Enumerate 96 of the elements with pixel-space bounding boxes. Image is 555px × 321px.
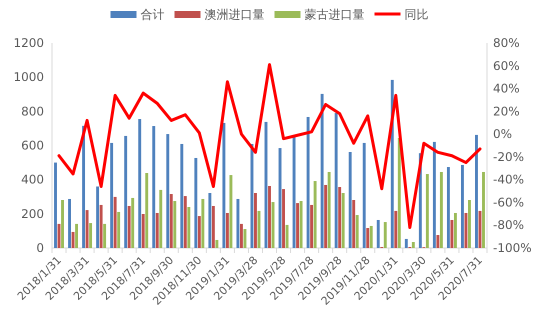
bar	[454, 212, 457, 248]
bar	[310, 204, 314, 248]
y2-tick-label: 20%	[493, 104, 520, 118]
bar	[131, 198, 134, 248]
bar	[208, 192, 212, 248]
bar	[82, 126, 86, 248]
bar	[398, 138, 401, 248]
y2-tick-label: 40%	[493, 82, 520, 96]
bar	[58, 224, 60, 248]
legend-label: 合计	[140, 8, 164, 22]
bar	[446, 167, 450, 248]
bar	[240, 224, 243, 248]
bar	[254, 192, 257, 248]
bar	[96, 186, 100, 248]
y2-tick-label: -40%	[493, 172, 524, 187]
bar	[324, 184, 328, 248]
bar	[356, 215, 359, 248]
bar	[440, 172, 443, 248]
bar	[103, 224, 106, 248]
bar	[110, 142, 114, 248]
bar	[296, 203, 300, 248]
bar	[412, 242, 415, 248]
bar	[243, 229, 246, 248]
bar	[68, 198, 71, 248]
bar	[229, 175, 232, 248]
bar	[436, 235, 440, 248]
y-tick-label: 1000	[13, 70, 44, 84]
y-tick-label: 1200	[13, 36, 44, 50]
bar	[184, 196, 187, 248]
line-series	[58, 63, 482, 229]
y-tick-label: 0	[36, 241, 44, 255]
y2-tick-label: -80%	[493, 218, 524, 232]
legend-label: 澳洲进口量	[204, 8, 264, 22]
bar	[201, 198, 204, 248]
bar	[292, 136, 296, 248]
bar	[215, 240, 218, 248]
y-tick-label: 200	[21, 206, 44, 221]
bar	[282, 189, 285, 248]
bar	[338, 187, 342, 248]
y-tick-label: 600	[21, 138, 44, 152]
bar	[117, 212, 120, 248]
y2-tick-label: 80%	[493, 36, 520, 50]
bar	[342, 192, 345, 248]
bar	[72, 232, 74, 248]
bar	[268, 186, 271, 248]
y2-tick-label: -20%	[493, 150, 524, 164]
legend-label: 蒙古进口量	[304, 8, 364, 22]
bar	[138, 119, 142, 248]
y2-tick-label: -100%	[493, 241, 532, 255]
bar	[212, 206, 215, 248]
bar	[306, 116, 310, 248]
bar	[226, 212, 229, 248]
bar	[475, 134, 478, 248]
bar	[300, 201, 303, 248]
bar	[352, 200, 356, 248]
bar	[89, 223, 92, 248]
bar	[278, 148, 282, 248]
bar	[198, 216, 201, 248]
y2-tick-label: 0%	[493, 127, 512, 142]
bar	[478, 210, 482, 248]
y2-tick-label: -60%	[493, 195, 524, 210]
bar	[272, 202, 274, 248]
bar	[180, 144, 184, 248]
bar	[54, 162, 57, 248]
legend-label: 同比	[404, 8, 428, 22]
bar	[328, 172, 331, 248]
bar	[124, 136, 128, 248]
bar	[100, 204, 103, 248]
bar	[194, 158, 198, 248]
bar	[464, 212, 468, 248]
bar	[450, 220, 454, 248]
bar	[264, 122, 268, 248]
bar	[286, 224, 288, 248]
bar	[61, 200, 64, 248]
bar	[432, 142, 436, 248]
bar	[114, 196, 117, 248]
bar	[460, 164, 464, 248]
bar	[314, 181, 317, 248]
bar	[86, 210, 89, 248]
bar	[320, 94, 324, 248]
bar	[468, 200, 471, 248]
bar	[187, 207, 190, 248]
bar	[128, 206, 131, 248]
bar	[348, 152, 352, 248]
bar	[258, 210, 260, 248]
bar	[404, 238, 408, 248]
y-tick-label: 400	[21, 172, 44, 187]
bar	[236, 198, 240, 248]
y-tick-label: 800	[21, 104, 44, 118]
bar	[75, 224, 78, 248]
bar	[426, 174, 429, 248]
y2-tick-label: 60%	[493, 58, 520, 73]
bar	[334, 113, 338, 248]
bar	[482, 172, 485, 248]
bar	[250, 144, 254, 248]
bar	[222, 122, 226, 248]
